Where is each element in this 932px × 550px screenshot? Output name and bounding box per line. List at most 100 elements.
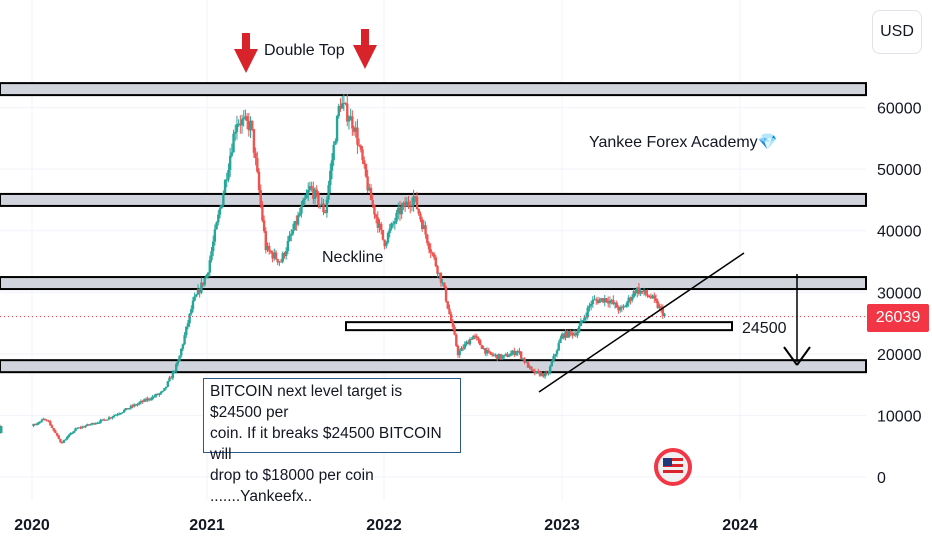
candle-down [659, 306, 663, 309]
candle-down [443, 282, 446, 288]
candle-down [295, 221, 298, 225]
candle-down [50, 425, 54, 428]
level-band-support [0, 359, 867, 374]
candle-up [349, 116, 352, 121]
candle-down [364, 164, 368, 177]
candle-down [612, 299, 615, 305]
target-zone-box [345, 321, 733, 332]
candle-down [644, 290, 647, 295]
level-band-neckline [0, 276, 867, 291]
candle-up [543, 372, 547, 377]
candle-up [291, 230, 295, 234]
candle-down [45, 420, 49, 422]
candle-up [386, 233, 390, 243]
candle-up [249, 120, 252, 131]
candle-up [232, 133, 235, 153]
candle-up [627, 297, 630, 303]
double-top-arrow-1-head [234, 49, 258, 73]
candle-up [203, 278, 206, 285]
double-top-arrow-2-head [353, 45, 377, 69]
candle-up [206, 272, 210, 276]
candle-up [149, 399, 153, 401]
candle-up [540, 373, 543, 376]
candle-down [420, 219, 424, 229]
candle-down [374, 214, 378, 218]
candle-down [52, 427, 55, 431]
candle-down [79, 427, 82, 429]
candle-up [84, 425, 87, 428]
candle-down [453, 326, 456, 335]
candle-up [485, 350, 489, 354]
candle-up [171, 371, 175, 379]
candle-down [283, 253, 286, 257]
note-line-2: coin. If it breaks $24500 BITCOIN will [210, 425, 442, 463]
candle-up [588, 305, 591, 308]
candle-down [247, 120, 251, 131]
candle-down [380, 223, 383, 230]
candle-down [595, 299, 598, 301]
candle-up [560, 333, 564, 339]
candle-up [284, 251, 288, 257]
level-band-resistance-top [0, 82, 867, 97]
candle-up [651, 295, 654, 298]
candle-down [484, 348, 487, 354]
candle-down [545, 372, 548, 374]
candle-up [463, 344, 467, 349]
candle-down [57, 435, 60, 439]
candle-up [579, 321, 583, 327]
candle-up [178, 355, 181, 362]
y-tick-label: 30000 [877, 285, 922, 302]
candle-up [119, 413, 123, 415]
candle-up [235, 124, 239, 132]
candle-up [223, 180, 227, 194]
candle-up [99, 420, 102, 423]
candle-down [448, 308, 451, 315]
candle-down [496, 354, 499, 359]
candle-down [475, 336, 478, 338]
candle-down [82, 426, 86, 428]
candle-up [482, 348, 485, 350]
candle-up [504, 354, 507, 356]
candle-up [143, 399, 146, 402]
candle-down [449, 314, 453, 322]
candle-up [572, 333, 576, 336]
candle-up [550, 361, 554, 367]
candle-down [267, 245, 271, 251]
candle-down [55, 433, 59, 436]
candle-up [325, 199, 329, 213]
candle-up [388, 228, 391, 233]
candle-down [259, 190, 262, 205]
candle-up [438, 272, 441, 274]
candle-down [274, 252, 278, 260]
candle-down [634, 291, 637, 294]
candle-up [552, 356, 555, 362]
us-flag-icon[interactable] [654, 448, 692, 486]
candle-up [242, 117, 245, 120]
candle-down [376, 217, 380, 228]
candle-up [122, 409, 126, 413]
candle-up [186, 323, 190, 327]
candle-up [320, 203, 324, 205]
candle-up [114, 414, 117, 416]
candle-down [257, 171, 261, 191]
candle-up [514, 352, 518, 355]
candle-down [419, 213, 422, 220]
candle-down [245, 116, 249, 121]
candle-up [589, 304, 593, 306]
candle-up [111, 416, 114, 418]
candle-down [409, 204, 412, 207]
candle-up [658, 306, 661, 308]
candlestick-series [0, 93, 666, 444]
candle-down [480, 345, 484, 349]
target-note-box: BITCOIN next level target is $24500 per … [203, 378, 461, 505]
candle-down [617, 307, 620, 311]
candle-up [397, 207, 400, 213]
candle-up [121, 412, 124, 414]
candle-up [228, 155, 232, 170]
candle-up [624, 306, 627, 308]
candle-up [502, 355, 506, 357]
candle-up [400, 206, 403, 215]
candle-down [317, 192, 320, 205]
currency-button[interactable]: USD [872, 10, 922, 54]
